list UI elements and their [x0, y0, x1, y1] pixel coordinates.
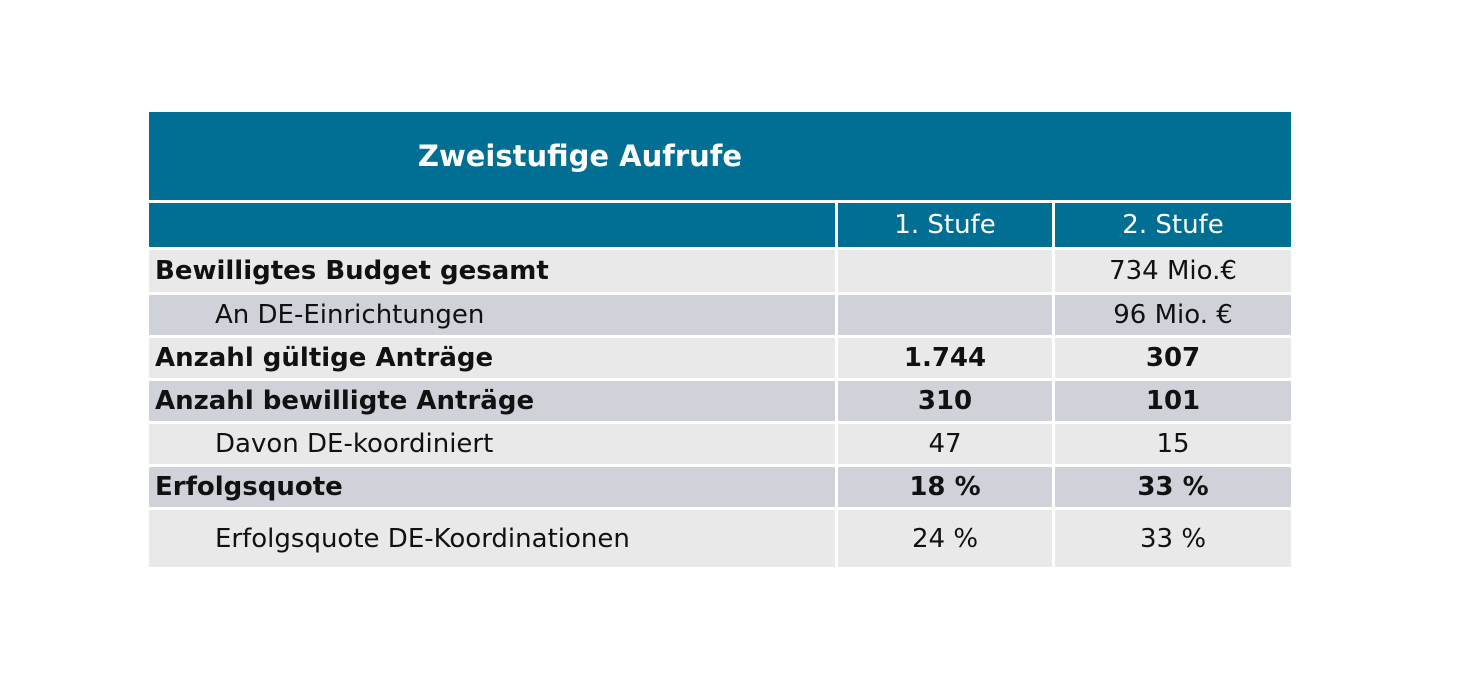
row-label: Bewilligtes Budget gesamt [149, 250, 835, 292]
row-value-stufe-2: 734 Mio.€ [1055, 250, 1291, 292]
row-label: Erfolgsquote DE-Koordinationen [149, 510, 835, 567]
row-value-stufe-2: 96 Mio. € [1055, 295, 1291, 335]
table-title: Zweistufige Aufrufe [149, 112, 1291, 200]
row-value-stufe-2: 15 [1055, 424, 1291, 464]
table-row: Anzahl bewilligte Anträge 310 101 [149, 381, 1291, 421]
row-value-stufe-2: 33 % [1055, 467, 1291, 507]
row-value-stufe-1 [838, 295, 1052, 335]
header-stufe-1: 1. Stufe [838, 203, 1052, 247]
row-value-stufe-2: 33 % [1055, 510, 1291, 567]
row-label: An DE-Einrichtungen [149, 295, 835, 335]
row-value-stufe-1: 47 [838, 424, 1052, 464]
row-label: Erfolgsquote [149, 467, 835, 507]
row-value-stufe-1 [838, 250, 1052, 292]
row-value-stufe-2: 307 [1055, 338, 1291, 378]
table-row: Anzahl gültige Anträge 1.744 307 [149, 338, 1291, 378]
table-row: Bewilligtes Budget gesamt 734 Mio.€ [149, 250, 1291, 292]
row-value-stufe-1: 24 % [838, 510, 1052, 567]
header-row: 1. Stufe 2. Stufe [149, 203, 1291, 247]
table-row: Davon DE-koordiniert 47 15 [149, 424, 1291, 464]
row-value-stufe-1: 18 % [838, 467, 1052, 507]
row-value-stufe-1: 1.744 [838, 338, 1052, 378]
table-row: An DE-Einrichtungen 96 Mio. € [149, 295, 1291, 335]
results-table: Zweistufige Aufrufe 1. Stufe 2. Stufe Be… [149, 112, 1291, 567]
table-row: Erfolgsquote DE-Koordinationen 24 % 33 % [149, 510, 1291, 567]
header-empty-cell [149, 203, 835, 247]
table-row: Erfolgsquote 18 % 33 % [149, 467, 1291, 507]
row-value-stufe-1: 310 [838, 381, 1052, 421]
header-stufe-2: 2. Stufe [1055, 203, 1291, 247]
row-value-stufe-2: 101 [1055, 381, 1291, 421]
row-label: Anzahl bewilligte Anträge [149, 381, 835, 421]
row-label: Anzahl gültige Anträge [149, 338, 835, 378]
row-label: Davon DE-koordiniert [149, 424, 835, 464]
